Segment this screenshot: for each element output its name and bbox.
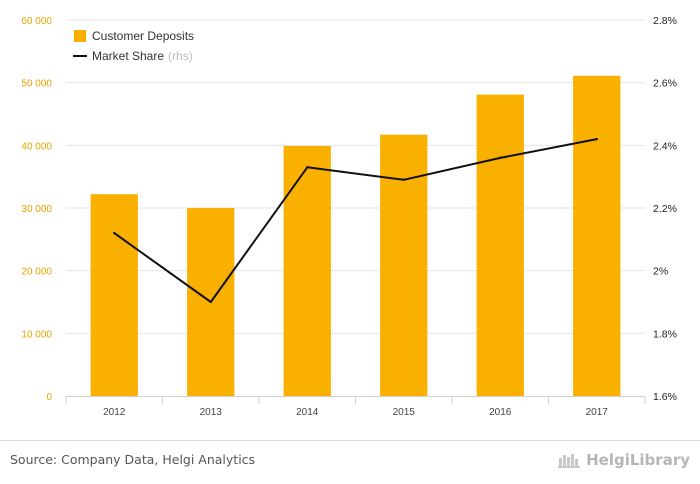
- y-right-tick-label: 2.2%: [653, 203, 677, 215]
- x-tick-label: 2013: [200, 407, 223, 418]
- y-left-tick-label: 60 000: [21, 16, 52, 27]
- market-share-point: [499, 156, 502, 160]
- legend-rhs-note: (rhs): [168, 49, 193, 63]
- deposit-bar: [476, 94, 524, 396]
- brand-name: HelgiLibrary: [586, 451, 690, 469]
- x-tick-label: 2017: [586, 407, 609, 418]
- source-note: Source: Company Data, Helgi Analytics: [10, 452, 256, 467]
- y-right-tick-label: 1.8%: [653, 328, 677, 340]
- legend-market-share-label: Market Share: [92, 49, 164, 63]
- deposit-bar: [380, 134, 428, 396]
- y-left-tick-label: 50 000: [21, 79, 52, 90]
- y-right-tick-label: 2.4%: [653, 140, 677, 152]
- bars: [90, 75, 621, 397]
- x-tick-label: 2012: [103, 407, 126, 418]
- chart: 0 10 000 20 000 30 000 40 000 50 000 60 000 1.6…: [21, 15, 677, 418]
- market-share-point: [595, 137, 598, 141]
- x-tick-label: 2015: [393, 407, 416, 418]
- y-right-tick-label: 2%: [653, 266, 668, 278]
- legend-market-share-label-group: Market Share (rhs): [92, 49, 193, 63]
- grid: [66, 19, 645, 334]
- market-share-point: [306, 166, 309, 169]
- y-left-tick-label: 20 000: [21, 267, 52, 278]
- deposit-bar: [90, 194, 138, 396]
- axes: 0 10 000 20 000 30 000 40 000 50 000 60 000 1.6…: [21, 15, 677, 418]
- legend-deposits-swatch: [74, 30, 86, 42]
- footer: Source: Company Data, Helgi Analytics He…: [0, 440, 700, 484]
- x-tick-label: 2016: [489, 407, 512, 418]
- y-right-tick-label: 1.6%: [653, 391, 677, 403]
- market-share-point: [402, 178, 405, 181]
- y-left-tick-label: 10 000: [21, 329, 52, 340]
- market-share-point: [113, 231, 116, 235]
- library-logo-icon: [558, 452, 582, 468]
- market-share-line: [113, 138, 597, 303]
- y-right-tick-label: 2.8%: [653, 15, 677, 27]
- deposit-bar: [283, 145, 331, 396]
- market-share-line-layer: [113, 137, 598, 304]
- y-left-tick-label: 0: [46, 392, 52, 403]
- deposit-bar: [573, 75, 621, 397]
- legend: Customer Deposits Market Share (rhs): [73, 29, 194, 63]
- y-left-tick-label: 30 000: [21, 204, 52, 215]
- x-tick-label: 2014: [296, 407, 319, 418]
- market-share-point: [209, 300, 212, 304]
- brand[interactable]: HelgiLibrary: [558, 451, 690, 469]
- legend-deposits-label: Customer Deposits: [92, 29, 194, 43]
- y-right-tick-label: 2.6%: [653, 78, 677, 90]
- y-left-tick-label: 40 000: [21, 141, 52, 152]
